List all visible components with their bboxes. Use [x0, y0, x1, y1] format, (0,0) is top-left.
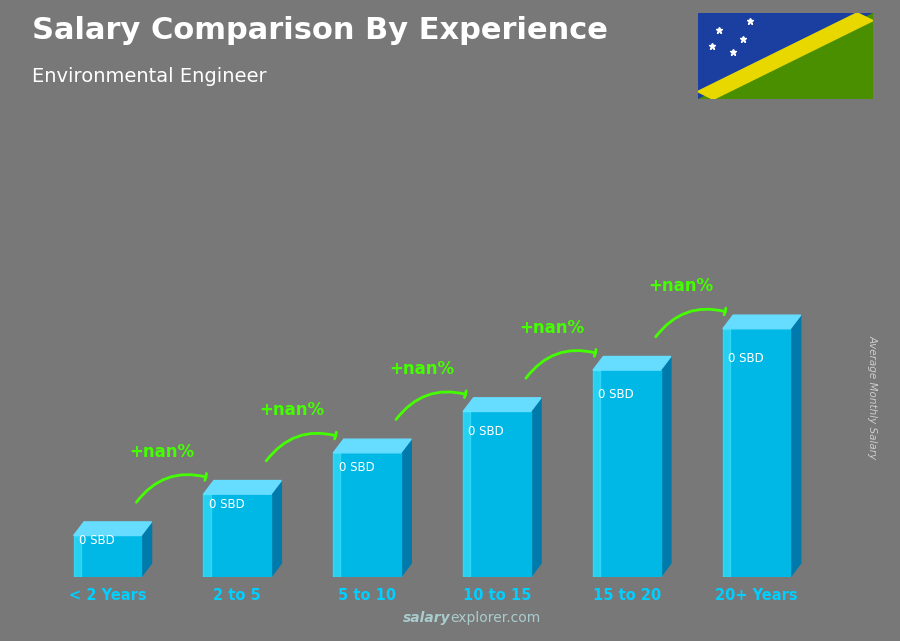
Polygon shape — [464, 412, 471, 577]
Text: 0 SBD: 0 SBD — [338, 462, 374, 474]
Text: +nan%: +nan% — [649, 278, 714, 296]
Text: Salary Comparison By Experience: Salary Comparison By Experience — [32, 16, 608, 45]
Text: +nan%: +nan% — [130, 443, 194, 461]
Text: Environmental Engineer: Environmental Engineer — [32, 67, 266, 87]
Text: Average Monthly Salary: Average Monthly Salary — [868, 335, 878, 460]
Polygon shape — [333, 453, 340, 577]
Polygon shape — [333, 439, 411, 453]
Polygon shape — [723, 315, 801, 329]
Text: 0 SBD: 0 SBD — [728, 352, 764, 365]
Polygon shape — [464, 412, 531, 577]
Polygon shape — [74, 522, 151, 535]
Text: 0 SBD: 0 SBD — [598, 388, 634, 401]
Polygon shape — [698, 13, 873, 99]
Polygon shape — [698, 13, 873, 99]
Polygon shape — [723, 329, 730, 577]
Polygon shape — [464, 398, 541, 412]
Text: 0 SBD: 0 SBD — [468, 425, 504, 438]
Text: explorer.com: explorer.com — [450, 611, 540, 625]
Polygon shape — [698, 13, 873, 99]
Text: +nan%: +nan% — [519, 319, 584, 337]
Polygon shape — [531, 398, 541, 577]
Polygon shape — [74, 535, 81, 577]
Polygon shape — [141, 522, 151, 577]
Polygon shape — [400, 439, 411, 577]
Polygon shape — [661, 356, 670, 577]
Polygon shape — [203, 494, 211, 577]
Text: 0 SBD: 0 SBD — [79, 534, 114, 547]
Polygon shape — [790, 315, 801, 577]
Polygon shape — [723, 329, 790, 577]
Polygon shape — [74, 535, 141, 577]
Text: salary: salary — [402, 611, 450, 625]
Polygon shape — [271, 481, 282, 577]
Polygon shape — [593, 356, 670, 370]
Polygon shape — [203, 481, 282, 494]
Polygon shape — [593, 370, 661, 577]
Text: +nan%: +nan% — [389, 360, 454, 378]
Text: 0 SBD: 0 SBD — [209, 497, 245, 511]
Text: +nan%: +nan% — [259, 401, 324, 419]
Polygon shape — [593, 370, 600, 577]
Polygon shape — [203, 494, 271, 577]
Polygon shape — [333, 453, 400, 577]
